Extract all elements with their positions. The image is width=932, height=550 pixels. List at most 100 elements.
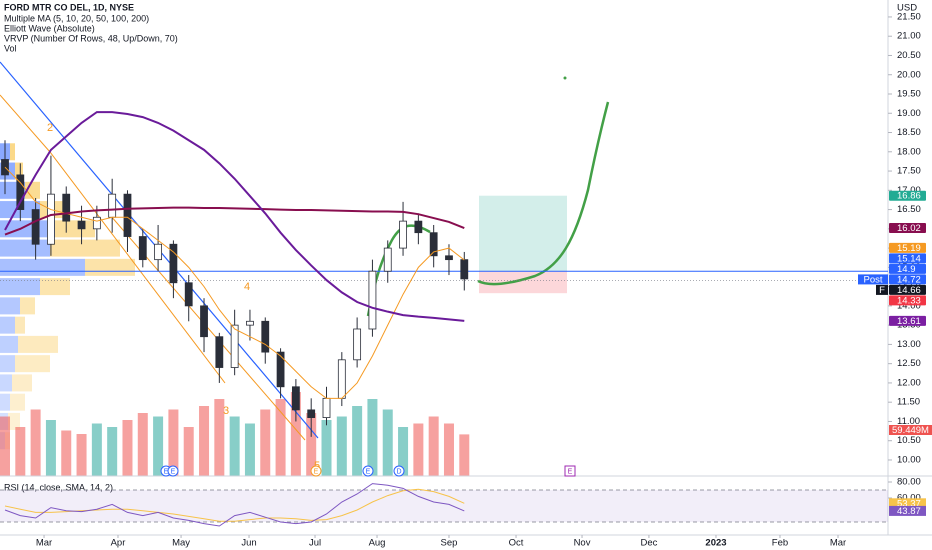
profile-up [0,335,18,353]
profile-down [10,393,25,411]
price-badge [889,253,926,264]
profile-down [15,316,25,334]
profile-up [0,297,20,315]
price-tag-label: F [879,285,885,296]
volume-bar [45,420,56,476]
chart-title: FORD MTR CO DEL, 1D, NYSE [4,2,134,12]
rsi-badge-label: 43.87 [897,506,921,517]
event-marker [167,465,179,477]
price-tag [876,284,888,295]
profile-up [0,278,40,296]
candle-body [307,409,316,418]
profile-up [0,239,50,257]
rsi-tick-label: 80.00 [897,477,921,488]
volume-bar [199,406,210,476]
price-badge [889,190,926,201]
rsi-badge-label: 53.37 [897,498,921,509]
candle-body [291,386,300,411]
price-badge [889,284,926,295]
drawn-dot [563,76,567,80]
volume-bar [15,427,26,476]
price-badge [889,223,926,234]
volume-bar [336,416,347,476]
candle-body [200,305,208,338]
profile-down [15,355,50,373]
candle-body [184,282,193,307]
candle-body [337,359,346,399]
candle-body [445,255,453,261]
volume-bar [30,409,41,476]
candle-body [353,328,362,361]
profile-down [20,297,35,315]
price-badge-label: 13.61 [897,316,921,327]
position-stop [479,271,567,294]
x-tick-label: May [172,538,190,549]
event-label: D [396,468,401,475]
event-marker [393,465,405,477]
candle-body [368,270,377,330]
price-badge-label: 16.02 [897,223,921,234]
x-tick-label: Nov [574,538,591,549]
moving-average [4,111,465,322]
profile-down [15,162,23,180]
x-tick-label: Jul [309,538,321,549]
position-target [479,195,567,272]
profile-down [55,220,95,238]
event-label: E [171,468,176,475]
profile-up [0,393,10,411]
legend: VRVP (Number Of Rows, 48, Up/Down, 70) [4,33,178,43]
candle-body [414,220,423,234]
candle-body [322,397,331,418]
profile-up [0,316,15,334]
y-tick-label: 20.00 [897,69,921,80]
profile-down [50,239,120,257]
x-tick-label: Apr [111,538,126,549]
x-tick-label: Oct [509,538,524,549]
y-tick-label: 13.00 [897,339,921,350]
y-tick-label: 10.50 [897,435,921,446]
profile-up [0,220,55,238]
volume-bar [214,399,225,476]
legend: Elliott Wave (Absolute) [4,23,95,33]
price-badge [889,295,926,306]
volume-bar [107,427,118,476]
volume-bar [321,420,332,476]
wave-label: 2 [47,122,53,134]
volume-bar [137,413,148,476]
candle-body [31,209,40,245]
volume-bar [153,416,164,476]
moving-average [4,206,465,236]
layer [0,143,567,476]
x-tick-label: Jun [241,538,256,549]
candle-body [108,193,117,218]
candle-body [276,351,285,388]
event-marker [362,465,374,477]
event-label: E [314,468,319,475]
price-badge-label: 15.19 [897,243,921,254]
y-tick-label: 12.50 [897,358,921,369]
volume-bar [183,427,194,476]
candle-body [215,336,224,368]
wave-label: 3 [223,405,229,417]
y-tick-label: 17.50 [897,166,921,177]
x-tick-label: Sep [441,538,458,549]
candle-body [460,259,469,280]
y-tick-label: 20.50 [897,50,921,61]
x-tick-label: Aug [369,538,386,549]
candle-body [77,220,86,230]
event-label: E [568,468,573,475]
volume-badge-label: 59.449M [892,425,929,436]
event-marker [310,465,322,477]
volume-bar [168,409,179,476]
profile-down [8,412,20,430]
candle-body [138,236,147,261]
rsi-badge [889,505,926,516]
x-tick-label: Mar [830,538,846,549]
y-tick-label: 17.00 [897,185,921,196]
x-tick-label: Mar [36,538,52,549]
rsi-line [4,483,465,527]
y-tick-label: 10.00 [897,454,921,465]
candle-body [62,193,71,222]
y-tick-label: 12.00 [897,377,921,388]
profile-up [0,258,85,276]
